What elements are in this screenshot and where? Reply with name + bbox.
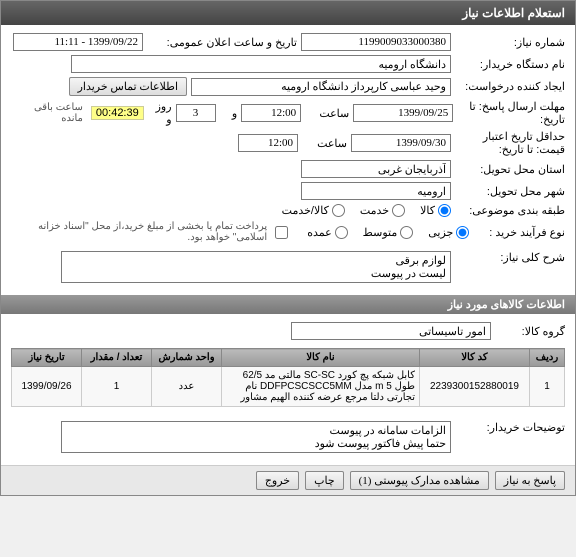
general-desc-textarea[interactable] bbox=[61, 251, 451, 283]
classification-group: کالا خدمت کالا/خدمت bbox=[282, 204, 451, 217]
validity-time-input[interactable] bbox=[238, 134, 298, 152]
label-creator: ایجاد کننده درخواست: bbox=[455, 80, 565, 93]
label-province: استان محل تحویل: bbox=[455, 163, 565, 176]
label-day: روز و bbox=[148, 100, 172, 126]
label-hour1: ساعت bbox=[305, 107, 349, 120]
announce-dt-input[interactable] bbox=[13, 33, 143, 51]
print-button[interactable]: چاپ bbox=[305, 471, 344, 490]
label-deadline: مهلت ارسال پاسخ: تا تاریخ: bbox=[457, 100, 565, 126]
radio-small-label: جزیی bbox=[428, 226, 453, 239]
cell-unit: عدد bbox=[152, 367, 222, 407]
treasury-note: پرداخت تمام یا بخشی از مبلغ خرید،از محل … bbox=[11, 221, 267, 243]
radio-service[interactable] bbox=[392, 204, 405, 217]
radio-goods-label: کالا bbox=[420, 204, 435, 217]
radio-medium[interactable] bbox=[400, 226, 413, 239]
th-date: تاریخ نیاز bbox=[12, 349, 82, 367]
label-remaining: ساعت باقی مانده bbox=[11, 102, 83, 124]
respond-button[interactable]: پاسخ به نیاز bbox=[495, 471, 565, 490]
th-code: کد کالا bbox=[420, 349, 530, 367]
cell-date: 1399/09/26 bbox=[12, 367, 82, 407]
goods-group-input[interactable] bbox=[291, 322, 491, 340]
label-goods-group: گروه کالا: bbox=[495, 325, 565, 338]
attachments-button[interactable]: مشاهده مدارک پیوستی (1) bbox=[350, 471, 489, 490]
label-process-type: نوع فرآیند خرید : bbox=[473, 226, 565, 239]
main-container: استعلام اطلاعات نیاز شماره نیاز: تاریخ و… bbox=[0, 0, 576, 496]
days-left-input[interactable] bbox=[176, 104, 216, 122]
label-general-desc: شرح کلی نیاز: bbox=[455, 251, 565, 264]
label-and: و bbox=[220, 107, 238, 120]
goods-table: ردیف کد کالا نام کالا واحد شمارش تعداد /… bbox=[11, 348, 565, 407]
city-input[interactable] bbox=[301, 182, 451, 200]
deadline-date-input[interactable] bbox=[353, 104, 453, 122]
cell-name: کابل شبکه پچ کورد SC-SC مالتی مد 62/5 طو… bbox=[222, 367, 420, 407]
treasury-checkbox[interactable] bbox=[275, 226, 288, 239]
buyer-org-input[interactable] bbox=[71, 55, 451, 73]
label-city: شهر محل تحویل: bbox=[455, 185, 565, 198]
th-name: نام کالا bbox=[222, 349, 420, 367]
th-unit: واحد شمارش bbox=[152, 349, 222, 367]
radio-goods[interactable] bbox=[438, 204, 451, 217]
label-buyer-org: نام دستگاه خریدار: bbox=[455, 58, 565, 71]
radio-large[interactable] bbox=[335, 226, 348, 239]
cell-code: 2239300152880019 bbox=[420, 367, 530, 407]
form-area: شماره نیاز: تاریخ و ساعت اعلان عمومی: نا… bbox=[1, 25, 575, 295]
radio-service-label: خدمت bbox=[360, 204, 389, 217]
label-hour2: ساعت bbox=[302, 137, 347, 150]
page-header: استعلام اطلاعات نیاز bbox=[1, 1, 575, 25]
th-qty: تعداد / مقدار bbox=[82, 349, 152, 367]
need-no-input[interactable] bbox=[301, 33, 451, 51]
button-bar: پاسخ به نیاز مشاهده مدارک پیوستی (1) چاپ… bbox=[1, 465, 575, 495]
process-type-group: جزیی متوسط عمده bbox=[307, 226, 469, 239]
countdown-timer: 00:42:39 bbox=[91, 106, 144, 120]
label-classification: طبقه بندی موضوعی: bbox=[455, 204, 565, 217]
th-row: ردیف bbox=[530, 349, 565, 367]
contact-info-button[interactable]: اطلاعات تماس خریدار bbox=[69, 77, 187, 96]
buyer-notes-textarea[interactable] bbox=[61, 421, 451, 453]
radio-medium-label: متوسط bbox=[363, 226, 398, 239]
province-input[interactable] bbox=[301, 160, 451, 178]
radio-small[interactable] bbox=[456, 226, 469, 239]
radio-both[interactable] bbox=[332, 204, 345, 217]
creator-input[interactable] bbox=[191, 78, 451, 96]
cell-row: 1 bbox=[530, 367, 565, 407]
exit-button[interactable]: خروج bbox=[256, 471, 299, 490]
radio-large-label: عمده bbox=[307, 226, 331, 239]
label-need-no: شماره نیاز: bbox=[455, 36, 565, 49]
goods-section-header: اطلاعات کالاهای مورد نیاز bbox=[1, 295, 575, 314]
goods-table-wrap: ردیف کد کالا نام کالا واحد شمارش تعداد /… bbox=[1, 348, 575, 413]
validity-date-input[interactable] bbox=[351, 134, 451, 152]
table-row[interactable]: 1 2239300152880019 کابل شبکه پچ کورد SC-… bbox=[12, 367, 565, 407]
label-buyer-notes: توضیحات خریدار: bbox=[455, 421, 565, 434]
cell-qty: 1 bbox=[82, 367, 152, 407]
deadline-time-input[interactable] bbox=[241, 104, 301, 122]
radio-both-label: کالا/خدمت bbox=[282, 204, 329, 217]
label-announce-dt: تاریخ و ساعت اعلان عمومی: bbox=[147, 36, 297, 49]
label-validity: حداقل تاریخ اعتبار قیمت: تا تاریخ: bbox=[455, 130, 565, 156]
